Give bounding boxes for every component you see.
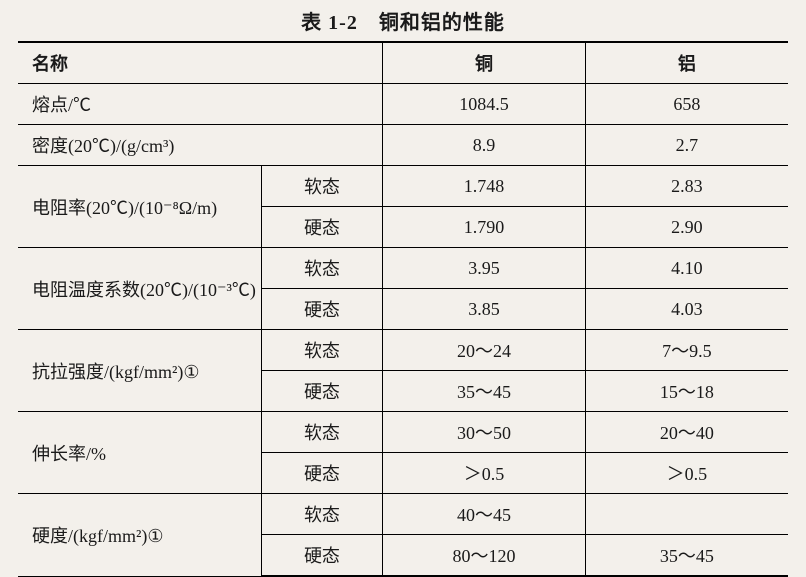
row-name: 电阻率(20℃)/(10⁻⁸Ω/m) <box>18 166 261 248</box>
cell-cu: 3.95 <box>383 248 586 289</box>
cell-cu: 80～120 <box>383 535 586 577</box>
row-name: 伸长率/% <box>18 412 261 494</box>
cell-cu: 35～45 <box>383 371 586 412</box>
cell-cu: 1084.5 <box>383 84 586 125</box>
cell-cu: 3.85 <box>383 289 586 330</box>
table-row: 密度(20℃)/(g/cm³) 8.9 2.7 <box>18 125 788 166</box>
table-row: 抗拉强度/(kgf/mm²)① 软态 20～24 7～9.5 <box>18 330 788 371</box>
cell-al: 2.83 <box>585 166 788 207</box>
row-name: 熔点/℃ <box>18 84 383 125</box>
row-name: 密度(20℃)/(g/cm³) <box>18 125 383 166</box>
cell-cu: ＞0.5 <box>383 453 586 494</box>
cell-al: 4.03 <box>585 289 788 330</box>
cell-al: 15～18 <box>585 371 788 412</box>
cell-cu: 1.748 <box>383 166 586 207</box>
cell-al: 658 <box>585 84 788 125</box>
cell-al: 35～45 <box>585 535 788 577</box>
state-soft: 软态 <box>261 330 383 371</box>
col-header-copper: 铜 <box>383 42 586 84</box>
state-hard: 硬态 <box>261 289 383 330</box>
cell-cu: 20～24 <box>383 330 586 371</box>
cell-al: ＞0.5 <box>585 453 788 494</box>
state-soft: 软态 <box>261 412 383 453</box>
cell-al <box>585 494 788 535</box>
row-name: 电阻温度系数(20℃)/(10⁻³℃) <box>18 248 261 330</box>
table-row: 电阻率(20℃)/(10⁻⁸Ω/m) 软态 1.748 2.83 <box>18 166 788 207</box>
cell-al: 7～9.5 <box>585 330 788 371</box>
state-soft: 软态 <box>261 248 383 289</box>
col-header-aluminium: 铝 <box>585 42 788 84</box>
table-title: 表 1-2 铜和铝的性能 <box>18 6 788 35</box>
state-hard: 硬态 <box>261 453 383 494</box>
cell-cu: 1.790 <box>383 207 586 248</box>
table-row: 伸长率/% 软态 30～50 20～40 <box>18 412 788 453</box>
state-hard: 硬态 <box>261 207 383 248</box>
table-row: 硬度/(kgf/mm²)① 软态 40～45 <box>18 494 788 535</box>
row-name: 硬度/(kgf/mm²)① <box>18 494 261 577</box>
properties-table: 名称 铜 铝 熔点/℃ 1084.5 658 密度(20℃)/(g/cm³) 8… <box>18 41 788 577</box>
cell-al: 20～40 <box>585 412 788 453</box>
state-soft: 软态 <box>261 494 383 535</box>
table-header-row: 名称 铜 铝 <box>18 42 788 84</box>
cell-cu: 8.9 <box>383 125 586 166</box>
table-row: 熔点/℃ 1084.5 658 <box>18 84 788 125</box>
cell-al: 2.7 <box>585 125 788 166</box>
cell-cu: 40～45 <box>383 494 586 535</box>
state-hard: 硬态 <box>261 371 383 412</box>
cell-cu: 30～50 <box>383 412 586 453</box>
state-soft: 软态 <box>261 166 383 207</box>
table-row: 电阻温度系数(20℃)/(10⁻³℃) 软态 3.95 4.10 <box>18 248 788 289</box>
cell-al: 2.90 <box>585 207 788 248</box>
col-header-name: 名称 <box>18 42 383 84</box>
row-name: 抗拉强度/(kgf/mm²)① <box>18 330 261 412</box>
cell-al: 4.10 <box>585 248 788 289</box>
state-hard: 硬态 <box>261 535 383 577</box>
